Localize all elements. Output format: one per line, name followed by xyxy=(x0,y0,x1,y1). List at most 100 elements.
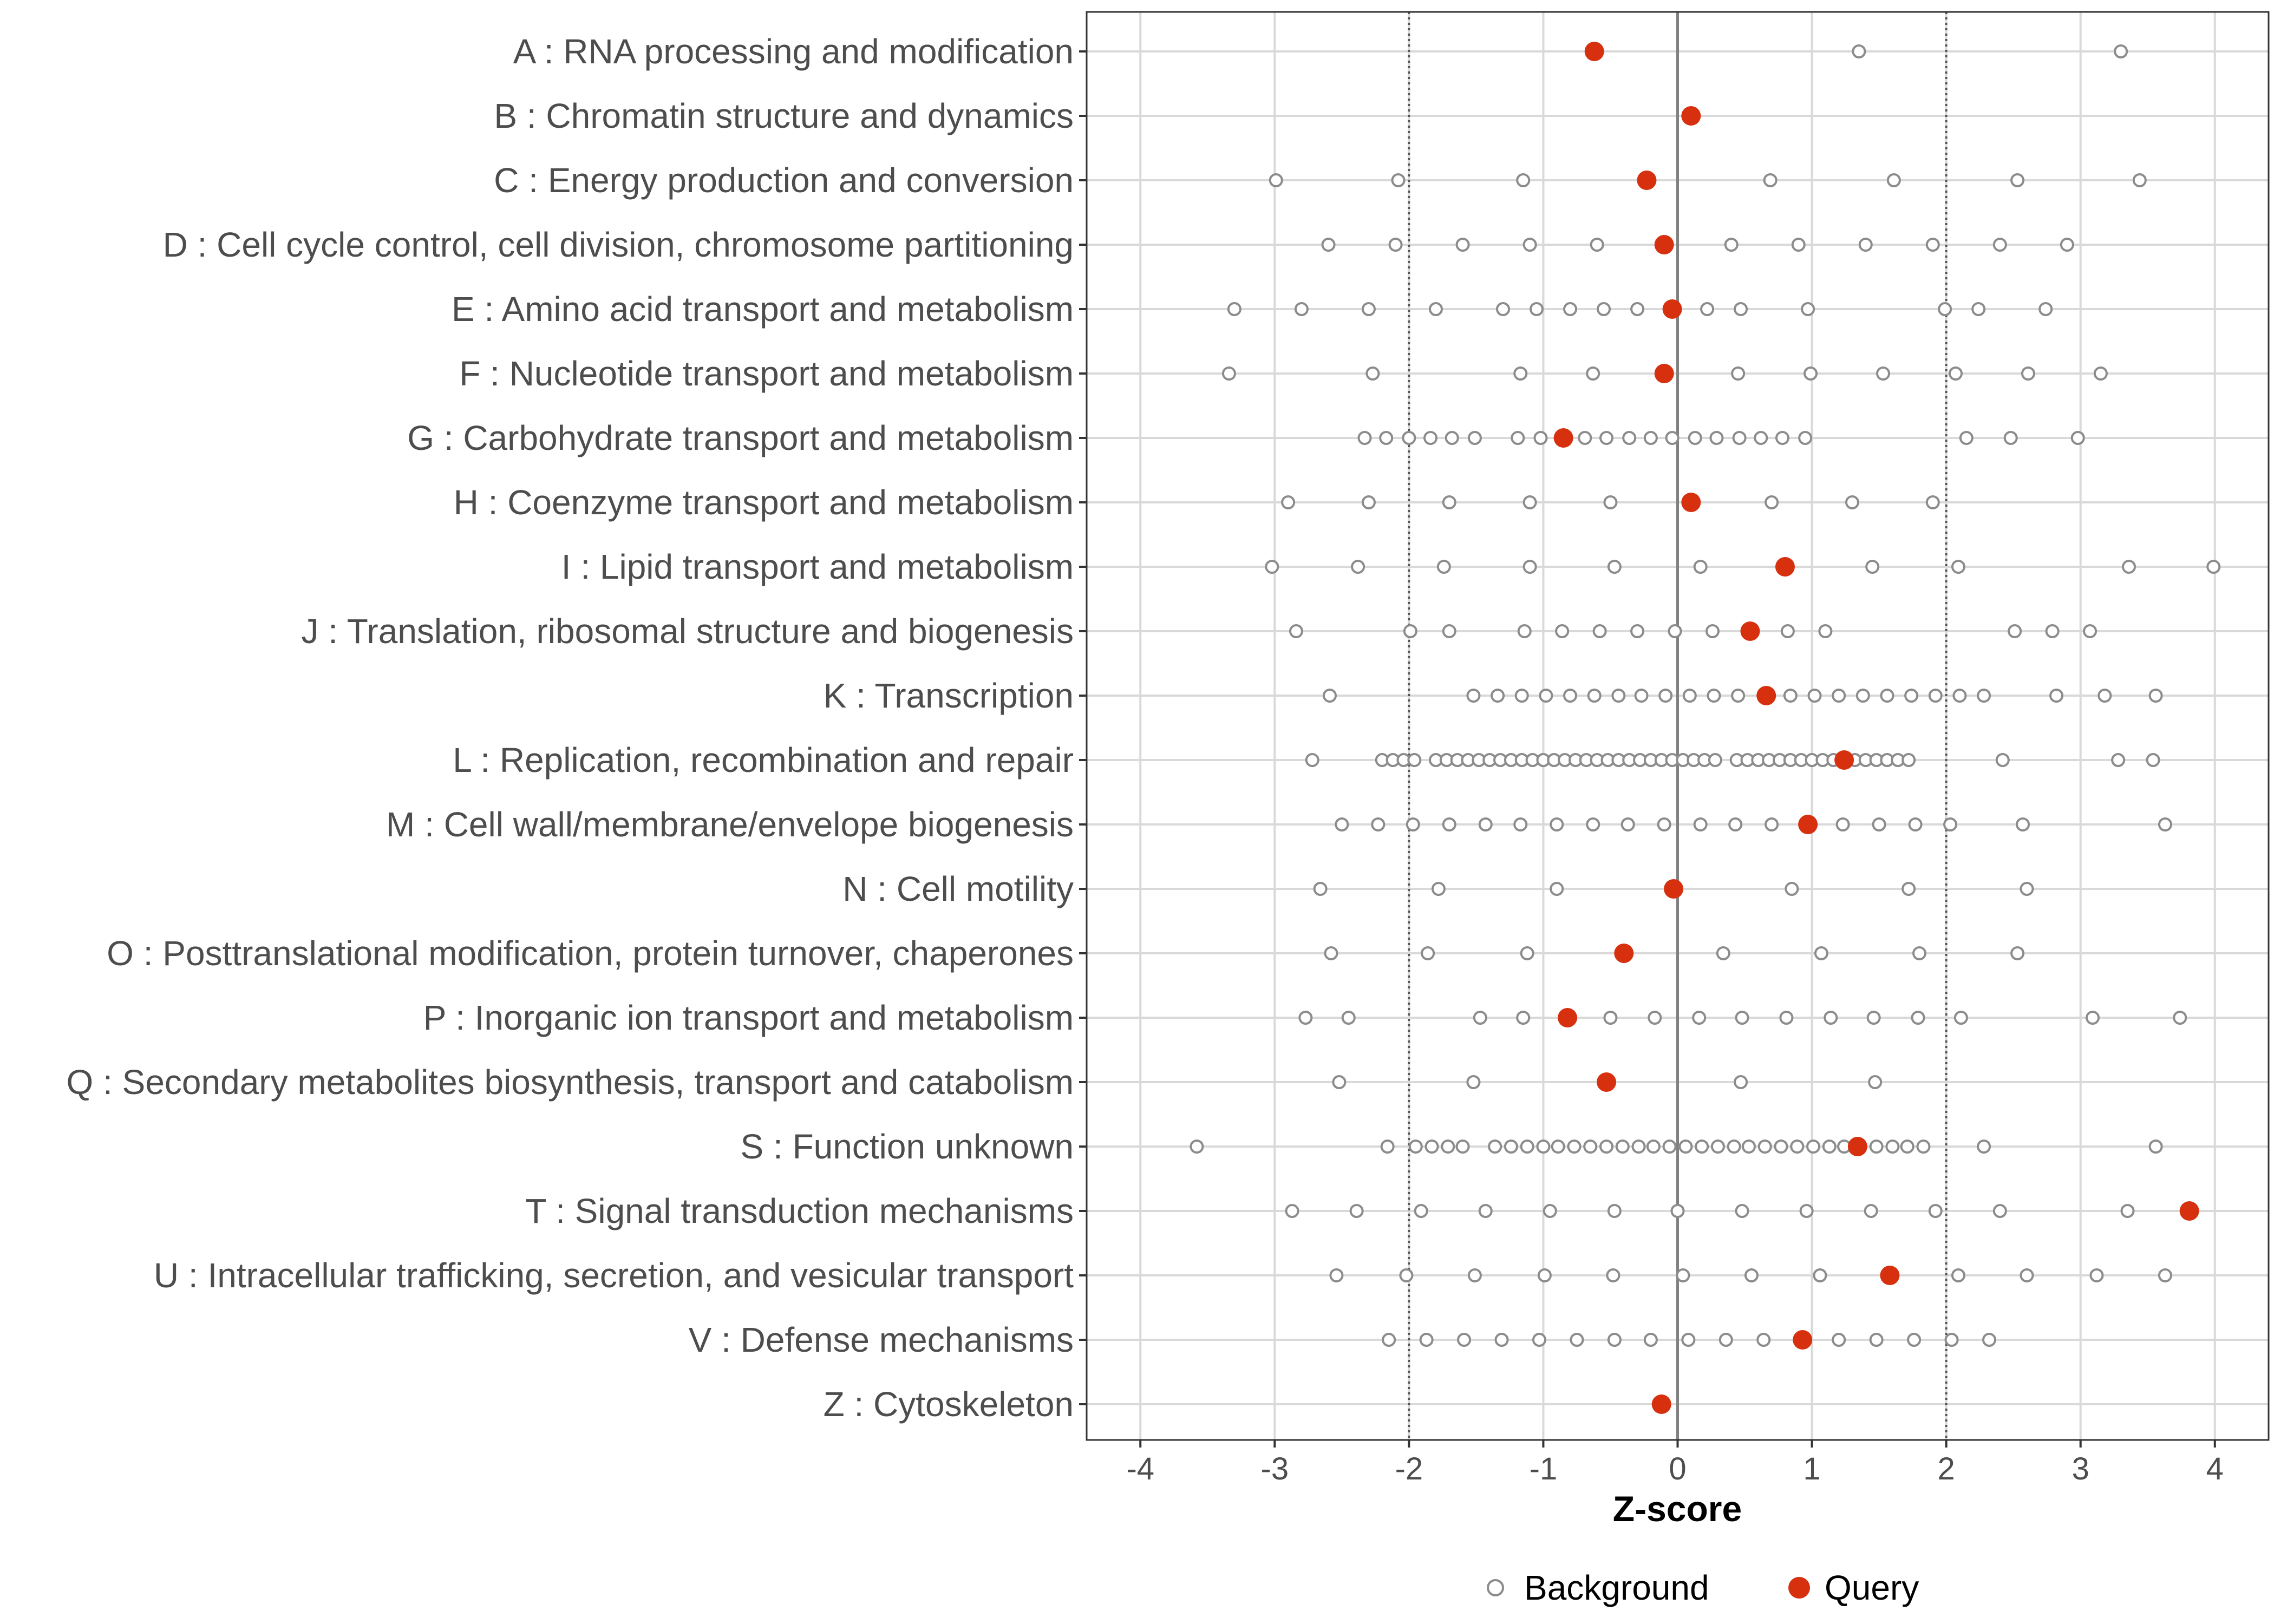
background-point xyxy=(1399,1268,1414,1282)
category-label: O : Posttranslational modification, prot… xyxy=(107,934,1074,973)
background-point xyxy=(1227,302,1241,316)
background-point xyxy=(1727,1140,1741,1154)
x-tick-label: 0 xyxy=(1669,1451,1686,1487)
background-point xyxy=(1709,431,1724,445)
background-point xyxy=(1607,1204,1622,1218)
background-point xyxy=(2158,817,2172,831)
background-point xyxy=(1514,689,1529,703)
background-point xyxy=(1599,431,1614,445)
category-label: C : Energy production and conversion xyxy=(494,161,1074,200)
background-point xyxy=(1603,495,1618,509)
x-tick-label: 3 xyxy=(2072,1451,2089,1487)
background-point xyxy=(1803,366,1818,381)
background-point xyxy=(2093,366,2108,381)
background-point xyxy=(1599,1140,1614,1154)
category-label: S : Function unknown xyxy=(741,1127,1074,1166)
query-point xyxy=(1756,686,1776,705)
background-point xyxy=(1563,302,1578,316)
background-point xyxy=(1321,238,1336,252)
category-labels: A : RNA processing and modification B : C… xyxy=(67,32,1074,1424)
background-point xyxy=(1543,1204,1557,1218)
category-label: V : Defense mechanisms xyxy=(689,1320,1074,1359)
background-point xyxy=(1775,431,1789,445)
background-point xyxy=(1539,689,1553,703)
background-point xyxy=(1774,1140,1788,1154)
background-point xyxy=(2111,753,2126,767)
query-point xyxy=(1597,1072,1617,1092)
category-label: M : Cell wall/membrane/envelope biogenes… xyxy=(386,805,1074,844)
background-point xyxy=(1269,173,1283,187)
background-point xyxy=(1959,431,1974,445)
background-point xyxy=(2146,753,2160,767)
background-point xyxy=(1982,1333,1997,1347)
background-point xyxy=(1928,689,1943,703)
query-point xyxy=(1847,1137,1867,1156)
background-point xyxy=(1643,431,1658,445)
background-point xyxy=(1323,689,1337,703)
background-point xyxy=(1744,1268,1759,1282)
background-point xyxy=(1361,302,1376,316)
background-point xyxy=(1607,1333,1622,1347)
background-point xyxy=(1550,882,1564,896)
background-point xyxy=(1513,817,1528,831)
background-point xyxy=(1763,173,1778,187)
category-label: J : Translation, ribosomal structure and… xyxy=(302,612,1074,651)
background-point xyxy=(1442,624,1456,638)
background-point xyxy=(1611,689,1626,703)
background-point xyxy=(1190,1140,1204,1154)
background-point xyxy=(1835,817,1850,831)
background-point xyxy=(1494,1333,1509,1347)
background-point xyxy=(1668,624,1682,638)
legend-background-label: Background xyxy=(1524,1568,1709,1607)
background-point xyxy=(1822,1140,1837,1154)
query-point xyxy=(1664,879,1684,899)
background-point xyxy=(1332,1075,1347,1089)
background-point xyxy=(1532,1333,1546,1347)
background-point xyxy=(1710,1140,1725,1154)
category-label: K : Transcription xyxy=(824,676,1074,715)
background-point xyxy=(1992,1204,2007,1218)
background-point xyxy=(1630,624,1645,638)
background-point xyxy=(1478,817,1493,831)
background-point xyxy=(1536,1140,1551,1154)
background-point xyxy=(1869,1333,1884,1347)
background-point xyxy=(1876,366,1891,381)
background-point xyxy=(1662,1140,1677,1154)
category-label: B : Chromatin structure and dynamics xyxy=(494,96,1074,135)
background-point xyxy=(2038,302,2053,316)
background-point xyxy=(1522,238,1537,252)
background-point xyxy=(1678,1140,1693,1154)
x-tick-label: 2 xyxy=(1938,1451,1955,1487)
category-label: F : Nucleotide transport and metabolism xyxy=(459,354,1074,393)
y-axis-ticks xyxy=(1079,50,1087,1405)
background-point xyxy=(2010,946,2025,960)
background-point xyxy=(1734,302,1748,316)
background-point xyxy=(1943,817,1958,831)
background-point xyxy=(1754,431,1768,445)
background-point xyxy=(1365,366,1380,381)
background-point xyxy=(1403,624,1417,638)
background-point xyxy=(1361,495,1376,509)
background-point xyxy=(1858,238,1873,252)
background-point xyxy=(1705,624,1720,638)
background-point xyxy=(2020,882,2034,896)
background-point xyxy=(1630,302,1645,316)
background-point xyxy=(1869,1140,1884,1154)
background-point xyxy=(1953,1011,1968,1025)
background-point xyxy=(1550,817,1564,831)
background-point xyxy=(1695,1140,1709,1154)
background-point xyxy=(1783,689,1798,703)
background-point xyxy=(1597,302,1611,316)
background-point xyxy=(1855,689,1870,703)
background-point xyxy=(1551,1140,1565,1154)
background-point xyxy=(1371,817,1386,831)
background-point xyxy=(1522,560,1537,574)
category-label: D : Cell cycle control, cell division, c… xyxy=(163,225,1074,264)
query-point xyxy=(1880,1266,1900,1285)
background-point xyxy=(1615,1140,1630,1154)
query-point xyxy=(1553,428,1573,448)
background-point xyxy=(1865,560,1880,574)
background-point xyxy=(1681,1333,1696,1347)
background-point xyxy=(1868,1075,1883,1089)
background-point xyxy=(1790,1140,1805,1154)
